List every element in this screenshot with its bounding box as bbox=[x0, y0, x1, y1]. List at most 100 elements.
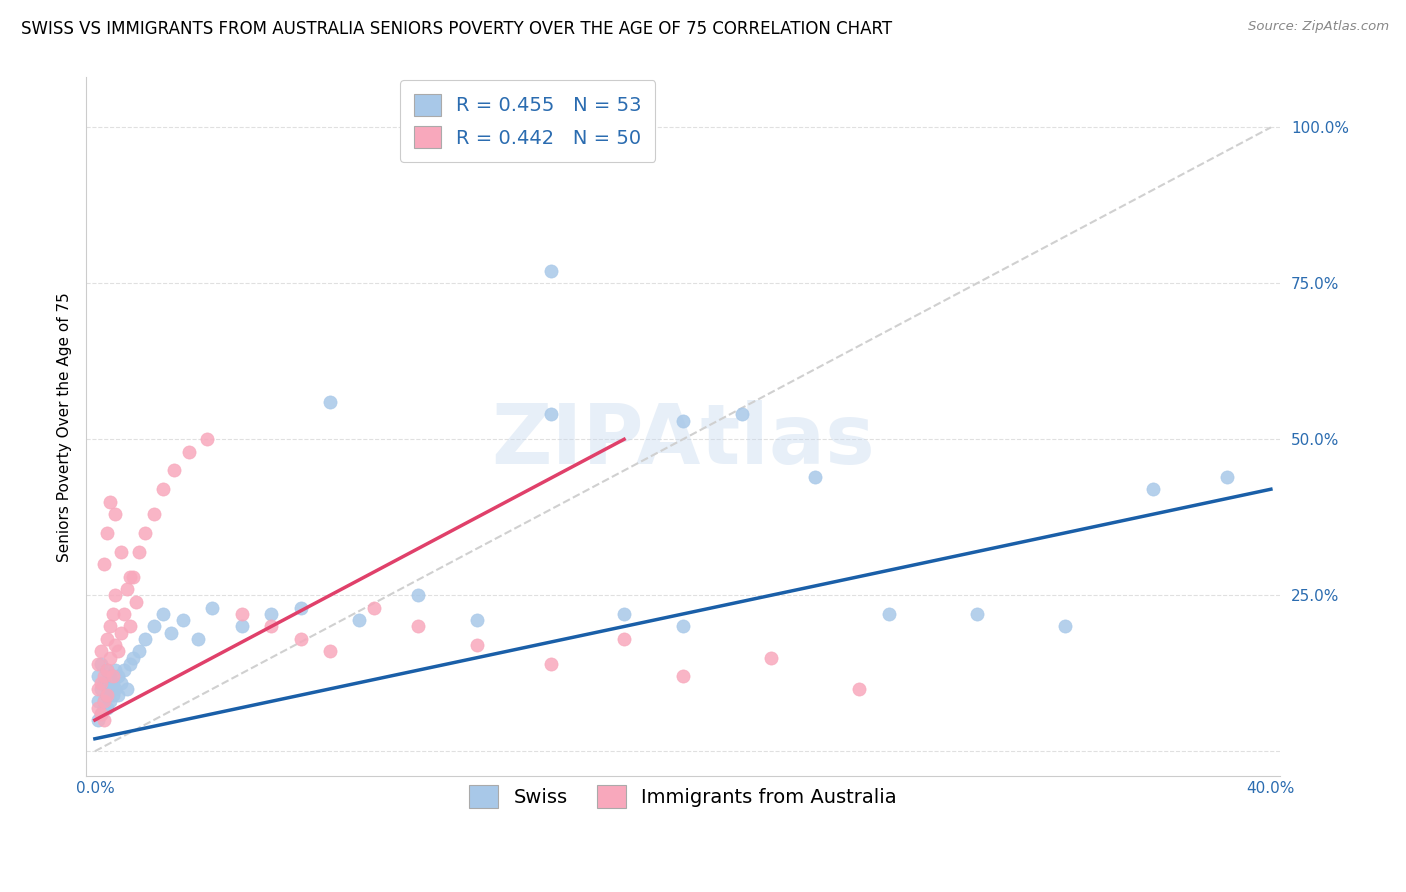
Point bbox=[672, 669, 695, 683]
Point bbox=[122, 650, 145, 665]
Point bbox=[120, 569, 142, 583]
Point bbox=[465, 613, 488, 627]
Point bbox=[87, 713, 110, 727]
Point bbox=[290, 632, 312, 646]
Point bbox=[115, 582, 138, 596]
Point bbox=[87, 681, 110, 696]
Point bbox=[104, 638, 127, 652]
Point bbox=[128, 544, 150, 558]
Point bbox=[134, 632, 156, 646]
Point bbox=[110, 544, 132, 558]
Point bbox=[260, 619, 283, 633]
Point bbox=[672, 619, 695, 633]
Point bbox=[90, 675, 112, 690]
Point bbox=[98, 494, 121, 508]
Point bbox=[96, 632, 118, 646]
Point bbox=[96, 525, 118, 540]
Text: ZIPAtlas: ZIPAtlas bbox=[491, 401, 875, 482]
Point bbox=[540, 408, 562, 422]
Point bbox=[107, 688, 129, 702]
Point bbox=[290, 600, 312, 615]
Point bbox=[93, 713, 115, 727]
Legend: Swiss, Immigrants from Australia: Swiss, Immigrants from Australia bbox=[461, 778, 905, 815]
Point bbox=[540, 264, 562, 278]
Point bbox=[112, 607, 135, 621]
Point bbox=[98, 694, 121, 708]
Point bbox=[104, 588, 127, 602]
Point bbox=[90, 681, 112, 696]
Point bbox=[90, 706, 112, 721]
Point bbox=[177, 444, 200, 458]
Point bbox=[1216, 469, 1239, 483]
Point bbox=[231, 619, 253, 633]
Point bbox=[93, 694, 115, 708]
Point bbox=[87, 700, 110, 714]
Point bbox=[90, 706, 112, 721]
Point bbox=[93, 557, 115, 571]
Point bbox=[104, 663, 127, 677]
Point bbox=[966, 607, 988, 621]
Point bbox=[1142, 482, 1164, 496]
Point bbox=[98, 669, 121, 683]
Point bbox=[187, 632, 209, 646]
Point bbox=[122, 569, 145, 583]
Point bbox=[120, 657, 142, 671]
Point bbox=[201, 600, 224, 615]
Point bbox=[231, 607, 253, 621]
Point bbox=[260, 607, 283, 621]
Point bbox=[172, 613, 194, 627]
Point bbox=[363, 600, 385, 615]
Point bbox=[848, 681, 870, 696]
Point bbox=[465, 638, 488, 652]
Point bbox=[93, 675, 115, 690]
Point bbox=[120, 619, 142, 633]
Point bbox=[319, 644, 342, 658]
Point bbox=[98, 650, 121, 665]
Text: SWISS VS IMMIGRANTS FROM AUSTRALIA SENIORS POVERTY OVER THE AGE OF 75 CORRELATIO: SWISS VS IMMIGRANTS FROM AUSTRALIA SENIO… bbox=[21, 20, 893, 37]
Point bbox=[142, 619, 165, 633]
Point bbox=[87, 657, 110, 671]
Point bbox=[349, 613, 371, 627]
Point bbox=[101, 688, 124, 702]
Point bbox=[540, 657, 562, 671]
Point bbox=[93, 669, 115, 683]
Point bbox=[93, 694, 115, 708]
Point bbox=[112, 663, 135, 677]
Y-axis label: Seniors Poverty Over the Age of 75: Seniors Poverty Over the Age of 75 bbox=[58, 292, 72, 562]
Point bbox=[134, 525, 156, 540]
Point bbox=[142, 507, 165, 521]
Point bbox=[110, 675, 132, 690]
Point bbox=[96, 688, 118, 702]
Point bbox=[804, 469, 827, 483]
Point bbox=[877, 607, 900, 621]
Point bbox=[107, 669, 129, 683]
Point bbox=[101, 669, 124, 683]
Point bbox=[101, 675, 124, 690]
Point bbox=[128, 644, 150, 658]
Point bbox=[1054, 619, 1077, 633]
Point bbox=[107, 644, 129, 658]
Point bbox=[408, 619, 430, 633]
Point bbox=[90, 657, 112, 671]
Point bbox=[96, 700, 118, 714]
Point bbox=[731, 408, 754, 422]
Point bbox=[672, 414, 695, 428]
Point bbox=[613, 632, 636, 646]
Point bbox=[759, 650, 782, 665]
Text: Source: ZipAtlas.com: Source: ZipAtlas.com bbox=[1249, 20, 1389, 33]
Point bbox=[613, 607, 636, 621]
Point bbox=[408, 588, 430, 602]
Point bbox=[87, 694, 110, 708]
Point bbox=[101, 607, 124, 621]
Point bbox=[96, 663, 118, 677]
Point bbox=[96, 688, 118, 702]
Point bbox=[104, 681, 127, 696]
Point bbox=[160, 625, 183, 640]
Point bbox=[152, 482, 174, 496]
Point bbox=[115, 681, 138, 696]
Point bbox=[163, 463, 186, 477]
Point bbox=[195, 432, 218, 446]
Point bbox=[125, 594, 148, 608]
Point bbox=[319, 395, 342, 409]
Point bbox=[96, 663, 118, 677]
